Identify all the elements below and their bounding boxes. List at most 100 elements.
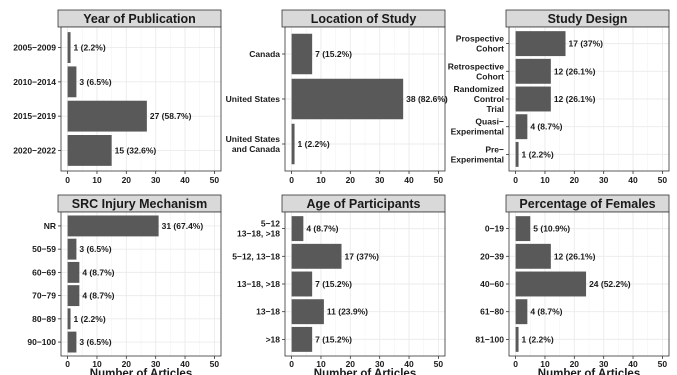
- bar-data-label: 7 (15.2%): [315, 334, 352, 344]
- x-tick-label: 30: [375, 175, 385, 185]
- bar: [515, 271, 587, 297]
- category-label: United States and Canada: [226, 134, 281, 154]
- x-tick-label: 50: [658, 175, 668, 185]
- category-label: 2015−2019: [13, 111, 56, 121]
- category-label: 50−59: [32, 244, 56, 254]
- chart-panel-6: Percentage of Females 5 (10.9%) 0−19 12 (26…: [475, 194, 670, 375]
- chart-panel-5: Age of Participants 4 (8.7%) 5−12 13−18, >1…: [232, 194, 446, 375]
- category-label: 2010−2014: [13, 77, 56, 87]
- bar: [67, 100, 147, 132]
- bar-data-label: 24 (52.2%): [589, 279, 631, 289]
- bar: [515, 299, 528, 325]
- x-tick-label: 30: [599, 359, 609, 369]
- x-axis-title: Number of Articles: [90, 368, 192, 375]
- category-label: 60−69: [32, 267, 56, 277]
- chart-panel-3: Study Design 17 (37%) Prospective Cohort 12 …: [448, 9, 670, 185]
- bar: [515, 114, 528, 140]
- bar: [291, 243, 342, 269]
- x-tick-label: 10: [316, 175, 326, 185]
- bar-data-label: 4 (8.7%): [306, 224, 338, 234]
- bar: [67, 261, 80, 283]
- x-tick-label: 10: [92, 175, 102, 185]
- bar-data-label: 4 (8.7%): [530, 122, 562, 132]
- x-tick-label: 30: [375, 359, 385, 369]
- x-tick-label: 20: [122, 175, 132, 185]
- panel-title: Study Design: [548, 12, 628, 26]
- category-label: NR: [44, 221, 56, 231]
- bar: [515, 86, 551, 112]
- bar: [515, 58, 551, 84]
- x-tick-label: 40: [628, 359, 638, 369]
- bar: [291, 123, 295, 165]
- bar-data-label: 1 (2.2%): [74, 43, 106, 53]
- category-label: Quasi− Experimental: [451, 117, 504, 137]
- category-label: 40−60: [480, 279, 504, 289]
- category-label: 2005−2009: [13, 43, 56, 53]
- bar-data-label: 4 (8.7%): [530, 307, 562, 317]
- x-tick-label: 20: [346, 359, 356, 369]
- bar-data-label: 12 (26.1%): [554, 66, 596, 76]
- x-tick-label: 0: [513, 175, 518, 185]
- bar: [67, 135, 112, 166]
- panel-title: Percentage of Females: [519, 197, 655, 211]
- category-label: 61−80: [480, 307, 504, 317]
- bar: [515, 216, 531, 242]
- category-label: 81−100: [475, 334, 504, 344]
- panel-title: Age of Participants: [307, 197, 421, 211]
- bar-data-label: 12 (26.1%): [554, 94, 596, 104]
- category-label: Prospective Cohort: [456, 34, 504, 54]
- x-tick-label: 40: [404, 175, 414, 185]
- x-tick-label: 20: [122, 359, 132, 369]
- bar-data-label: 7 (15.2%): [315, 49, 352, 59]
- bar: [291, 78, 404, 120]
- bar-data-label: 5 (10.9%): [533, 224, 570, 234]
- bar-data-label: 1 (2.2%): [522, 334, 554, 344]
- bar-data-label: 7 (15.2%): [315, 279, 352, 289]
- category-label: 5−12, 13−18: [232, 251, 280, 261]
- x-tick-label: 20: [570, 359, 580, 369]
- x-axis-title: Number of Articles: [538, 368, 640, 375]
- bar-data-label: 15 (32.6%): [115, 145, 157, 155]
- bar: [67, 215, 159, 237]
- bar: [67, 285, 80, 307]
- x-tick-label: 20: [346, 175, 356, 185]
- x-tick-label: 30: [151, 175, 161, 185]
- panel-title: Year of Publication: [83, 12, 196, 26]
- x-axis-title: Number of Articles: [314, 368, 416, 375]
- bar: [515, 141, 519, 167]
- bar: [515, 326, 519, 352]
- chart-panel-1: Year of Publication 1 (2.2%) 2005−2009 3 (6…: [13, 9, 222, 185]
- x-tick-label: 10: [316, 359, 326, 369]
- x-tick-label: 0: [65, 175, 70, 185]
- category-label: 70−79: [32, 291, 56, 301]
- bar-data-label: 11 (23.9%): [327, 307, 368, 317]
- bar: [291, 33, 313, 75]
- category-label: Retrospective Cohort: [448, 61, 504, 81]
- bar-data-label: 3 (6.5%): [79, 337, 111, 347]
- chart-panel-4: SRC Injury Mechanism 31 (67.4%) NR 3 (6.5%)…: [27, 194, 222, 375]
- category-label: Pre− Experimental: [451, 144, 504, 164]
- bar-data-label: 27 (58.7%): [150, 111, 192, 121]
- bar-data-label: 3 (6.5%): [79, 77, 111, 87]
- x-tick-label: 10: [540, 359, 550, 369]
- category-label: United States: [226, 94, 281, 104]
- x-tick-label: 40: [180, 359, 190, 369]
- category-label: 0−19: [485, 224, 504, 234]
- chart-panel-2: Location of Study 7 (15.2%) Canada 38 (82.6…: [226, 9, 448, 185]
- bar: [67, 238, 77, 260]
- bar: [67, 308, 71, 330]
- bar-data-label: 4 (8.7%): [82, 267, 114, 277]
- bar: [515, 243, 551, 269]
- x-tick-label: 10: [540, 175, 550, 185]
- x-tick-label: 0: [289, 359, 294, 369]
- category-label: 80−89: [32, 314, 56, 324]
- bar: [67, 32, 71, 63]
- bar: [291, 326, 313, 352]
- x-tick-label: 40: [628, 175, 638, 185]
- x-tick-label: 0: [513, 359, 518, 369]
- category-label: Canada: [249, 49, 280, 59]
- bar-data-label: 31 (67.4%): [162, 221, 204, 231]
- bar-data-label: 12 (26.1%): [554, 251, 596, 261]
- x-tick-label: 20: [570, 175, 580, 185]
